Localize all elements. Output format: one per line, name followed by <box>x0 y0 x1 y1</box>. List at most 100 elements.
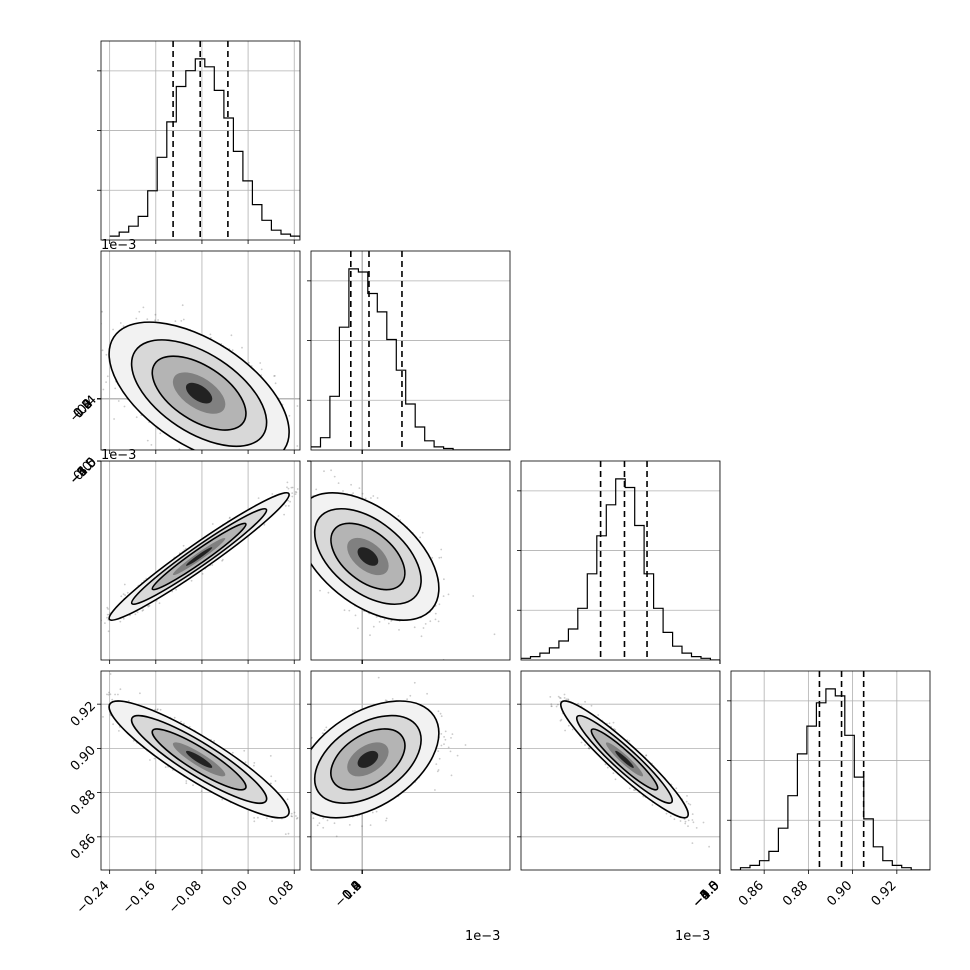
panel-frame <box>310 250 511 451</box>
scatter-point <box>255 451 257 453</box>
scatter-point <box>327 591 330 594</box>
scatter-point <box>209 333 212 336</box>
scatter-point <box>260 459 262 461</box>
panel-content <box>285 461 510 660</box>
scatter-point <box>91 321 93 323</box>
scatter-point <box>286 481 289 484</box>
scatter-point <box>287 499 290 502</box>
scatter-point <box>239 455 241 457</box>
scatter-point <box>105 353 108 356</box>
scatter-point <box>86 334 88 336</box>
scatter-point <box>150 444 153 446</box>
scatter-point <box>123 405 126 408</box>
scatter-point <box>57 327 59 329</box>
scatter-point <box>90 339 92 341</box>
scatter-point <box>309 518 311 520</box>
scatter-point <box>295 491 298 494</box>
scatter-point <box>285 546 287 548</box>
scatter-point <box>122 325 125 328</box>
scatter-point <box>211 523 214 525</box>
panel-frame <box>100 40 301 241</box>
scatter-point <box>305 478 307 480</box>
scatter-point <box>372 625 375 628</box>
scatter-point <box>292 512 294 514</box>
scatter-point <box>300 490 302 492</box>
scatter-point <box>279 453 281 455</box>
panel-frame <box>100 460 301 661</box>
scatter-point <box>303 530 305 532</box>
panel-3-3 <box>727 670 931 871</box>
scatter-point <box>305 553 307 555</box>
scatter-point <box>283 513 285 516</box>
scatter-point <box>383 618 386 621</box>
scatter-point <box>284 453 286 455</box>
scatter-point <box>303 546 305 548</box>
scatter-point <box>296 405 299 407</box>
scatter-point <box>113 418 115 420</box>
scatter-point <box>306 554 308 556</box>
scatter-point <box>300 498 302 500</box>
scatter-point <box>230 334 233 337</box>
scatter-point <box>447 593 450 596</box>
histogram-step <box>311 268 510 450</box>
scatter-point <box>305 497 307 499</box>
scatter-point <box>292 547 294 549</box>
panel-content <box>521 461 720 660</box>
scatter-point <box>203 452 205 454</box>
scatter-point <box>303 521 305 523</box>
scatter-point <box>181 462 183 464</box>
density-core <box>185 382 213 404</box>
scatter-point <box>370 497 372 499</box>
scatter-point <box>174 320 177 323</box>
scatter-point <box>288 414 291 417</box>
scatter-point <box>287 518 289 520</box>
scatter-point <box>254 454 256 456</box>
scatter-point <box>123 583 126 586</box>
scatter-point <box>429 620 432 623</box>
scatter-point <box>180 320 183 322</box>
scatter-point <box>296 506 298 508</box>
scatter-point <box>296 517 298 519</box>
panel-2-1 <box>285 460 511 661</box>
scatter-point <box>122 593 125 595</box>
scatter-point <box>146 318 149 321</box>
scatter-point <box>305 573 307 575</box>
scatter-point <box>273 459 275 461</box>
scatter-point <box>291 495 294 498</box>
scatter-point <box>232 458 234 460</box>
scatter-point <box>253 456 255 458</box>
scatter-point <box>248 361 250 364</box>
scatter-point <box>241 455 243 457</box>
scatter-point <box>493 633 496 636</box>
scatter-point <box>87 685 89 687</box>
scatter-point <box>301 588 303 590</box>
scatter-point <box>119 322 122 324</box>
scatter-point <box>181 304 184 307</box>
scatter-point <box>138 310 141 313</box>
scatter-point <box>397 515 400 517</box>
scatter-point <box>440 556 443 559</box>
scatter-point <box>201 573 204 575</box>
scatter-point <box>158 602 161 604</box>
density-core <box>185 547 213 566</box>
scatter-point <box>300 454 302 456</box>
scatter-point <box>296 488 299 490</box>
panel-content <box>311 251 510 450</box>
histogram-step <box>521 478 720 660</box>
scatter-point <box>422 627 425 629</box>
scatter-point <box>71 629 73 631</box>
scatter-point <box>260 368 263 371</box>
scatter-point <box>369 634 371 637</box>
scatter-point <box>330 469 332 472</box>
scatter-point <box>350 483 352 486</box>
scatter-point <box>119 620 122 623</box>
scatter-point <box>274 375 276 377</box>
scatter-point <box>306 519 308 521</box>
scatter-point <box>303 463 305 465</box>
scatter-point <box>357 627 359 630</box>
scatter-point <box>187 452 189 454</box>
scatter-point <box>273 375 275 377</box>
scatter-point <box>231 349 234 352</box>
scatter-point <box>294 491 297 493</box>
